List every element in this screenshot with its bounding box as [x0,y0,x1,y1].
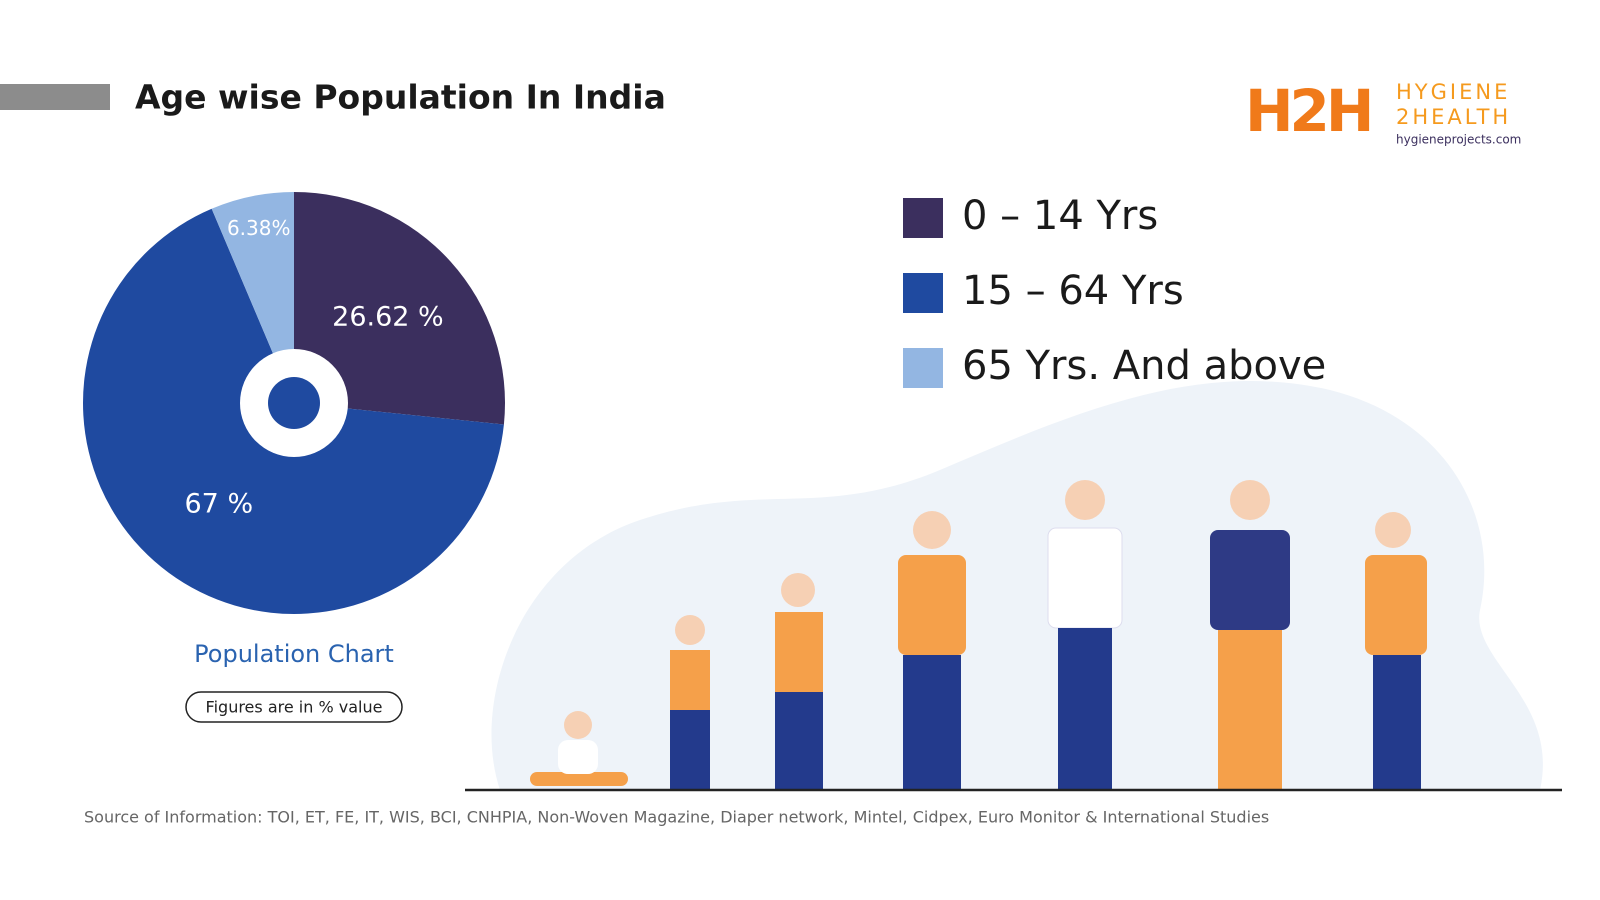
legend-swatch [903,198,943,238]
slice-label: 26.62 % [332,302,444,333]
legend-label: 0 – 14 Yrs [962,193,1158,239]
legend-label: 65 Yrs. And above [962,343,1326,389]
legend: 0 – 14 Yrs 15 – 64 Yrs 65 Yrs. And above [903,193,1326,389]
legend-label: 15 – 64 Yrs [962,268,1184,314]
legend-swatch [903,348,943,388]
chart-caption: Population Chart [194,640,394,668]
people [530,480,1427,790]
logo-mark: H2H [1245,77,1370,145]
pie: 26.62 % 67 % 6.38% [83,192,505,614]
illustration [465,381,1562,792]
logo-brand: HYGIENE [1396,80,1510,104]
logo: H2H HYGIENE 2HEALTH hygieneprojects.com [1245,77,1521,146]
chart-note: Figures are in % value [206,698,383,717]
legend-swatch [903,273,943,313]
slice-label: 6.38% [227,216,291,240]
logo-brand: 2HEALTH [1396,105,1511,129]
pie-slice [294,192,505,425]
note-pill [185,691,403,723]
center-dot [268,377,320,429]
title-bar [0,84,110,110]
logo-website: hygieneprojects.com [1396,133,1521,147]
source-text: Source of Information: TOI, ET, FE, IT, … [84,808,1269,827]
page-title: Age wise Population In India [135,78,666,117]
slice-label: 67 % [185,488,254,519]
pie-slice [211,192,294,403]
